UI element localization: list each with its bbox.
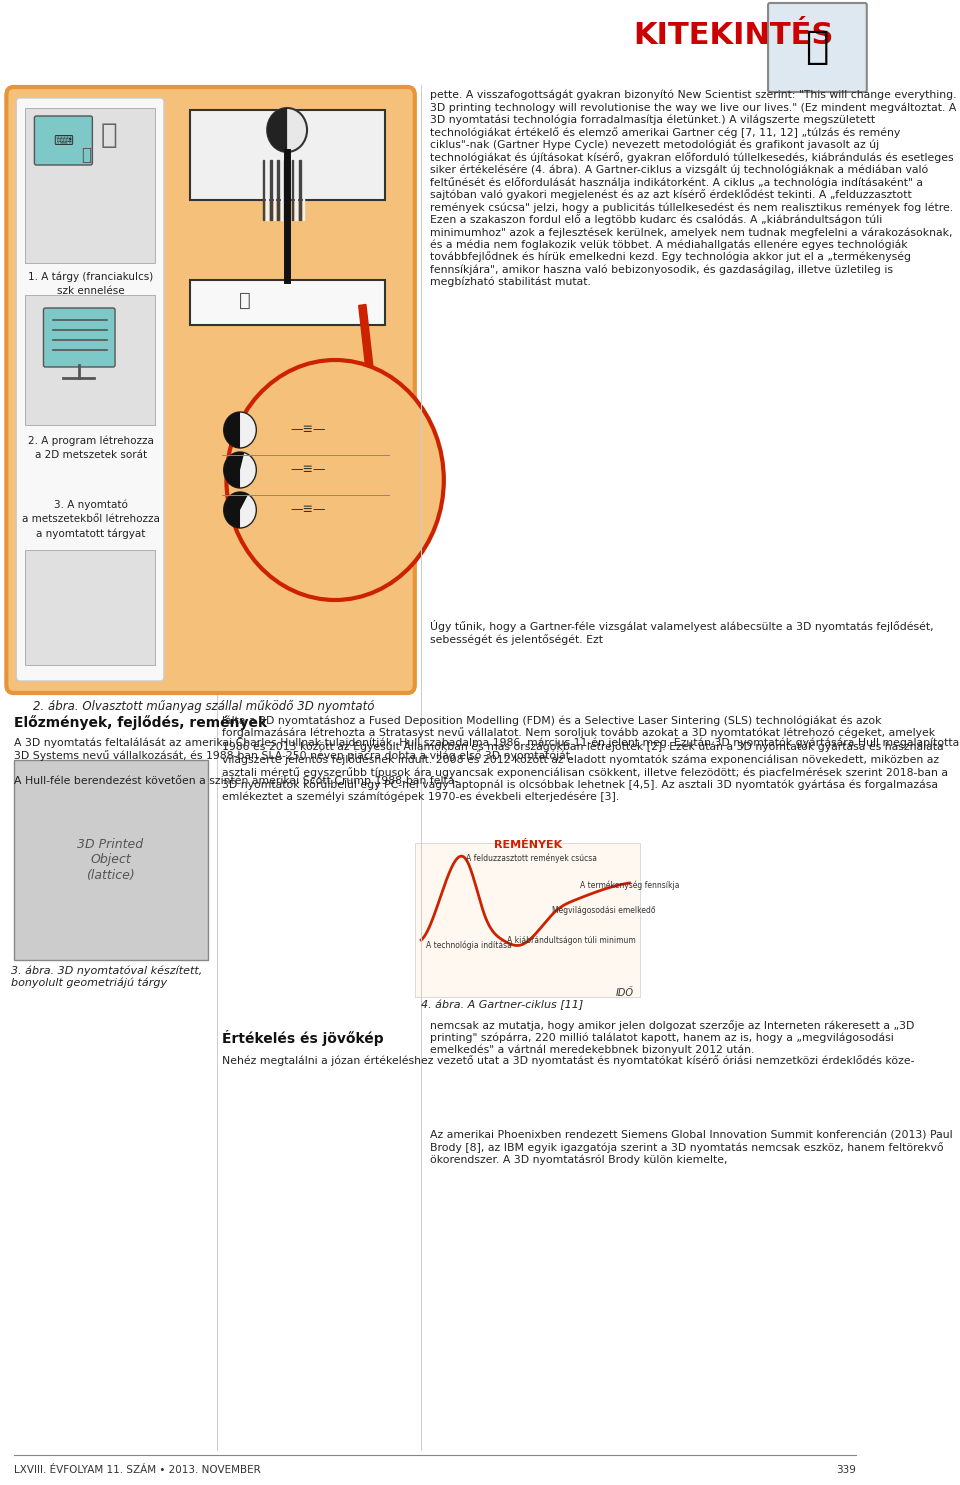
FancyBboxPatch shape: [25, 108, 155, 263]
Bar: [270, 160, 272, 220]
Circle shape: [267, 108, 307, 151]
FancyBboxPatch shape: [13, 760, 208, 959]
Text: Az amerikai Phoenixben rendezett Siemens Global Innovation Summit konferencián (: Az amerikai Phoenixben rendezett Siemens…: [430, 1130, 953, 1164]
FancyBboxPatch shape: [190, 110, 385, 200]
Circle shape: [224, 411, 256, 448]
FancyBboxPatch shape: [25, 296, 155, 425]
Text: ✋: ✋: [101, 120, 117, 148]
Text: 339: 339: [836, 1466, 856, 1475]
Text: A 3D nyomtatás feltalálását az amerikai Charles Hullnak tulajdonítják. Hull szab: A 3D nyomtatás feltalálását az amerikai …: [13, 738, 959, 786]
Text: IDŐ: IDŐ: [616, 988, 634, 998]
Bar: [263, 160, 264, 220]
Text: 3. A nyomtató
a metszetekből létrehozza
a nyomtatott tárgyat: 3. A nyomtató a metszetekből létrehozza …: [22, 500, 159, 539]
Text: 2. A program létrehozza
a 2D metszetek sorát: 2. A program létrehozza a 2D metszetek s…: [28, 435, 154, 459]
FancyBboxPatch shape: [415, 843, 640, 996]
Text: 2. ábra. Olvasztott műanyag szállal működő 3D nyomtató: 2. ábra. Olvasztott műanyag szállal műkö…: [33, 699, 374, 713]
Text: Értékelés és jövőkép: Értékelés és jövőkép: [222, 1031, 384, 1045]
Bar: [280, 160, 282, 220]
Text: A felduzzasztott remények csúcsa: A felduzzasztott remények csúcsa: [467, 854, 597, 863]
Text: lálta a 3D nyomtatáshoz a Fused Deposition Modelling (FDM) és a Selective Laser : lálta a 3D nyomtatáshoz a Fused Depositi…: [222, 714, 948, 802]
Bar: [274, 160, 276, 220]
Text: 🔧: 🔧: [239, 291, 251, 309]
Wedge shape: [267, 108, 287, 151]
Text: —≡—: —≡—: [290, 503, 325, 517]
Text: LXVIII. ÉVFOLYAM 11. SZÁM • 2013. NOVEMBER: LXVIII. ÉVFOLYAM 11. SZÁM • 2013. NOVEMB…: [13, 1466, 260, 1475]
Text: Úgy tűnik, hogy a Gartner-féle vizsgálat valamelyest alábecsülte a 3D nyomtatás : Úgy tűnik, hogy a Gartner-féle vizsgálat…: [430, 621, 934, 644]
Text: ⌨: ⌨: [54, 134, 73, 149]
Circle shape: [227, 359, 444, 600]
Text: —≡—: —≡—: [290, 423, 325, 437]
Text: KITEKINTÉS: KITEKINTÉS: [634, 21, 834, 49]
Text: Megvilágosodási emelkedő: Megvilágosodási emelkedő: [553, 906, 656, 915]
Text: A technológia indítása: A technológia indítása: [425, 940, 512, 950]
FancyBboxPatch shape: [7, 88, 415, 693]
FancyBboxPatch shape: [25, 549, 155, 665]
Bar: [277, 160, 279, 220]
Text: 🔧: 🔧: [81, 146, 91, 163]
Bar: [302, 160, 304, 220]
Text: nemcsak az mutatja, hogy amikor jelen dolgozat szerzője az Interneten rákeresett: nemcsak az mutatja, hogy amikor jelen do…: [430, 1020, 915, 1056]
FancyBboxPatch shape: [16, 98, 164, 682]
Bar: [284, 160, 286, 220]
Bar: [292, 160, 294, 220]
Bar: [288, 160, 290, 220]
Text: A termékenység fennsíkja: A termékenység fennsíkja: [580, 881, 679, 890]
FancyArrow shape: [359, 304, 378, 395]
Text: A kiábrándultságon túli minimum: A kiábrándultságon túli minimum: [507, 936, 636, 944]
Wedge shape: [224, 411, 240, 448]
Bar: [299, 160, 300, 220]
FancyBboxPatch shape: [43, 307, 115, 367]
FancyBboxPatch shape: [768, 3, 867, 92]
Bar: [266, 160, 268, 220]
Text: 1. A tárgy (franciakulcs)
szk ennelése: 1. A tárgy (franciakulcs) szk ennelése: [28, 272, 154, 297]
Text: REMÉNYEK: REMÉNYEK: [493, 841, 562, 849]
FancyBboxPatch shape: [35, 116, 92, 165]
Text: Nehéz megtalálni a józan értékeléshez vezető utat a 3D nyomtatást és nyomtatókat: Nehéz megtalálni a józan értékeléshez ve…: [222, 1054, 915, 1066]
Bar: [296, 160, 297, 220]
FancyBboxPatch shape: [190, 281, 385, 325]
Text: pette. A visszafogottságát gyakran bizonyító New Scientist szerint: "This will c: pette. A visszafogottságát gyakran bizon…: [430, 91, 957, 287]
Wedge shape: [224, 492, 249, 529]
Text: Előzmények, fejlődés, remények: Előzmények, fejlődés, remények: [13, 714, 267, 729]
Text: 🖨: 🖨: [805, 28, 828, 65]
Text: —≡—: —≡—: [290, 463, 325, 477]
Text: 3. ábra. 3D nyomtatóval készített,
bonyolult geometriájú tárgy: 3. ábra. 3D nyomtatóval készített, bonyo…: [11, 965, 203, 988]
Circle shape: [224, 451, 256, 489]
Wedge shape: [224, 451, 244, 489]
Circle shape: [224, 492, 256, 529]
Text: 4. ábra. A Gartner-ciklus [11]: 4. ábra. A Gartner-ciklus [11]: [421, 999, 584, 1010]
Text: 3D Printed
Object
(lattice): 3D Printed Object (lattice): [78, 839, 144, 882]
